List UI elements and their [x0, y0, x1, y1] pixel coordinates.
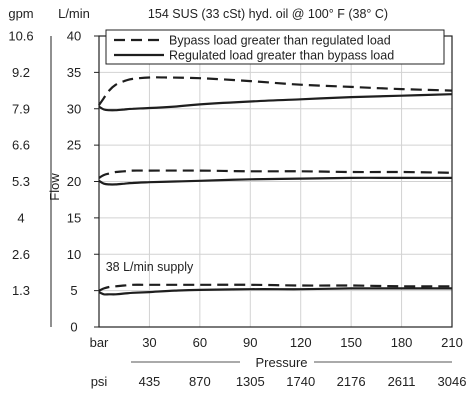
x-unit-label: bar	[90, 335, 109, 350]
y-tick-label: 5	[70, 283, 77, 298]
chart-title: 154 SUS (33 cSt) hyd. oil @ 100° F (38° …	[148, 7, 388, 21]
axes: 0 5 10 15 20 25 30 35 40 1.3 2.6 4 5.3 6.6 7.9 9.2 10.6 3…	[8, 29, 466, 390]
regulated-load-line-3	[98, 287, 452, 296]
legend-label: Regulated load greater than bypass load	[169, 49, 394, 63]
x-tick-label: 60	[193, 335, 207, 350]
x-tick-label: 210	[441, 335, 463, 350]
y-unit-label: L/min	[58, 6, 90, 21]
regulated-load-line-1	[98, 93, 453, 112]
x-tick-label: 180	[391, 335, 413, 350]
x-secondary-tick-label: 435	[139, 374, 161, 389]
supply-annotation: 38 L/min supply	[106, 260, 194, 274]
y-secondary-tick-label: 6.6	[12, 138, 30, 153]
x-tick-label: 150	[340, 335, 362, 350]
x-tick-label: 120	[290, 335, 312, 350]
y-tick-label: 25	[67, 138, 81, 153]
y-tick-label: 0	[70, 320, 77, 335]
y-secondary-tick-label: 1.3	[12, 283, 30, 298]
y-secondary-unit-label: gpm	[8, 6, 33, 21]
y-secondary-tick-label: 7.9	[12, 101, 30, 116]
x-secondary-tick-label: 2611	[388, 374, 416, 389]
bypass-load-line-2	[98, 169, 453, 179]
y-tick-label: 20	[67, 174, 81, 189]
y-secondary-tick-label: 5.3	[12, 174, 30, 189]
y-secondary-tick-label: 9.2	[12, 65, 30, 80]
y-tick-label: 35	[67, 65, 81, 80]
x-secondary-unit-label: psi	[91, 374, 108, 389]
y-tick-label: 30	[67, 101, 81, 116]
legend-label: Bypass load greater than regulated load	[169, 34, 391, 48]
y-secondary-tick-label: 2.6	[12, 247, 30, 262]
y-tick-label: 15	[67, 210, 81, 225]
series-lines	[98, 76, 453, 296]
y-axis-title: Flow	[47, 173, 62, 201]
x-secondary-tick-label: 1740	[286, 374, 315, 389]
x-secondary-tick-label: 1305	[236, 374, 265, 389]
x-secondary-tick-label: 2176	[337, 374, 366, 389]
grid	[99, 36, 452, 327]
y-tick-label: 40	[67, 29, 81, 44]
y-secondary-tick-label: 10.6	[8, 29, 33, 44]
regulated-load-line-2	[98, 176, 452, 186]
bypass-load-line-1	[98, 76, 453, 106]
y-secondary-tick-label: 4	[17, 210, 24, 225]
legend: Bypass load greater than regulated loadR…	[105, 29, 445, 65]
x-axis-title: Pressure	[255, 355, 307, 370]
y-tick-label: 10	[67, 247, 81, 262]
x-tick-label: 30	[142, 335, 156, 350]
x-tick-label: 90	[243, 335, 257, 350]
x-secondary-tick-label: 3046	[438, 374, 467, 389]
x-secondary-tick-label: 870	[189, 374, 211, 389]
legend-box	[105, 29, 445, 65]
bypass-load-line-3	[98, 283, 453, 292]
